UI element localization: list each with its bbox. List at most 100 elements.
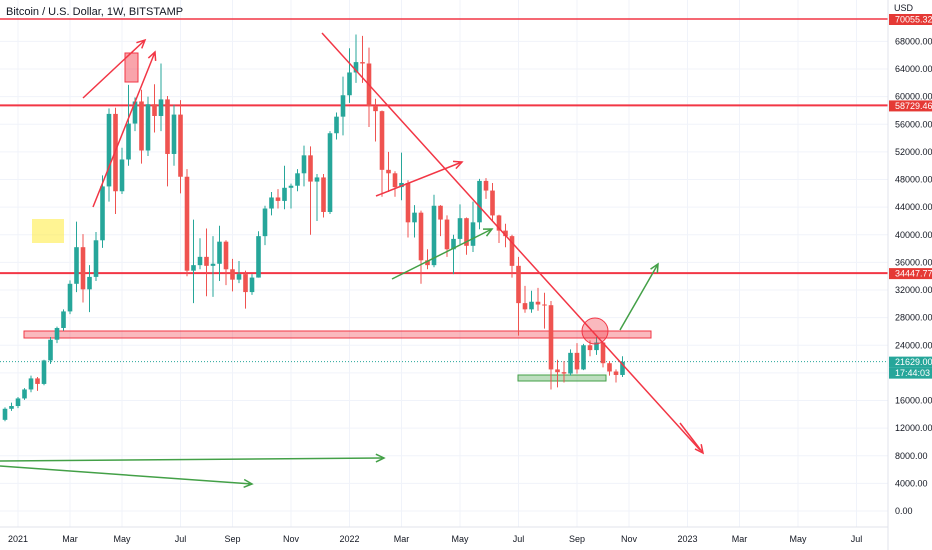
candle-body xyxy=(197,256,203,266)
time-tick-label: May xyxy=(113,534,131,544)
candle-body xyxy=(548,305,554,370)
green-arrow-breakout-head xyxy=(650,262,659,274)
candle-body xyxy=(165,99,170,154)
candle-body xyxy=(321,177,326,212)
candle-body xyxy=(87,276,92,290)
price-tick-label: 56000.00 xyxy=(895,119,932,129)
candle-body xyxy=(256,236,261,278)
candle-body xyxy=(392,173,398,188)
candle-body xyxy=(620,361,625,375)
price-tag xyxy=(889,268,932,280)
candle-body xyxy=(126,123,131,160)
price-tag-label: 21629.00 xyxy=(895,357,932,367)
candle-body xyxy=(152,104,157,116)
green-arrow-long-head xyxy=(375,453,386,463)
candle-body xyxy=(334,116,339,134)
candle-body xyxy=(243,274,248,293)
candle-body xyxy=(438,205,443,220)
price-tick-label: 0.00 xyxy=(895,506,913,516)
green-arrow-short xyxy=(0,465,253,485)
price-tick-label: 28000.00 xyxy=(895,313,932,323)
candle-body xyxy=(373,106,378,112)
candle-body xyxy=(360,62,365,64)
candle-body xyxy=(340,95,346,117)
candle-body xyxy=(41,360,47,384)
candle-body xyxy=(2,408,8,420)
candle-body xyxy=(431,205,437,266)
candle-body xyxy=(22,389,27,399)
candle-body xyxy=(607,363,612,372)
time-tick-label: Mar xyxy=(62,534,78,544)
candle-body xyxy=(561,372,567,374)
candle-body xyxy=(54,327,60,340)
candle-body xyxy=(100,186,105,241)
candle-body xyxy=(301,155,307,174)
grid xyxy=(0,0,888,527)
price-tag-label: 58729.46 xyxy=(895,101,932,111)
time-tick-label: Mar xyxy=(732,534,748,544)
candle-body xyxy=(457,218,463,239)
candle-body xyxy=(178,114,183,177)
candle-body xyxy=(587,345,593,351)
green-arrow-channel xyxy=(391,228,493,280)
time-tick-label: 2022 xyxy=(339,534,359,544)
candle-body xyxy=(516,265,521,304)
candle-body xyxy=(412,212,417,223)
price-tick-label: 64000.00 xyxy=(895,64,932,74)
candle-body xyxy=(496,215,502,231)
price-tick-label: 44000.00 xyxy=(895,202,932,212)
price-tag-label: 34447.77 xyxy=(895,269,932,279)
candle-body xyxy=(171,114,177,154)
candle-body xyxy=(444,219,450,250)
candle-body xyxy=(93,240,99,277)
price-tick-label: 32000.00 xyxy=(895,285,932,295)
candle-body xyxy=(106,113,112,187)
candle-body xyxy=(269,197,274,209)
breakout-circle xyxy=(581,317,609,345)
candle-body xyxy=(139,101,144,151)
time-tick-label: Sep xyxy=(569,534,585,544)
candle-body xyxy=(542,304,547,306)
time-tick-label: Nov xyxy=(621,534,638,544)
drawings xyxy=(0,32,705,489)
green-zone xyxy=(517,374,607,382)
green-arrow-long xyxy=(0,457,385,462)
candle-body xyxy=(425,260,430,266)
time-tick-label: 2021 xyxy=(8,534,28,544)
red-arrow-lower-head xyxy=(147,50,157,62)
red-arrow-channel xyxy=(375,161,463,197)
candle-body xyxy=(418,212,424,261)
time-tick-label: Nov xyxy=(283,534,300,544)
candle-body xyxy=(28,378,34,390)
candle-body xyxy=(191,265,196,271)
chart-title: Bitcoin / U.S. Dollar, 1W, BITSTAMP xyxy=(6,6,184,18)
time-axis: 2021 Mar May Jul Sep Nov 2022 Mar May Jul Sep Nov 20… xyxy=(0,526,888,544)
candle-body xyxy=(509,236,515,266)
red-arrow-lower xyxy=(92,51,156,208)
support-zone xyxy=(23,330,652,339)
candle-body xyxy=(503,230,508,237)
price-tag-label: 70055.32 xyxy=(895,15,932,25)
candle-body xyxy=(119,159,125,192)
candle-body xyxy=(288,185,294,188)
time-tick-label: May xyxy=(789,534,807,544)
price-tag xyxy=(889,356,932,368)
candle-body xyxy=(314,177,320,182)
downtrend-line xyxy=(321,32,701,451)
price-tick-label: 36000.00 xyxy=(895,257,932,267)
price-tag xyxy=(889,100,932,112)
candle-body xyxy=(555,369,560,373)
candle-body xyxy=(535,301,541,305)
red-arrow-channel-head xyxy=(452,160,464,170)
currency-label: USD xyxy=(894,3,914,13)
candle-body xyxy=(327,133,333,212)
price-tick-label: 12000.00 xyxy=(895,423,932,433)
candle-body xyxy=(262,208,268,237)
price-tick-label: 24000.00 xyxy=(895,340,932,350)
candle-body xyxy=(74,247,79,284)
candle-body xyxy=(477,180,482,223)
candle-body xyxy=(275,197,281,201)
candle-body xyxy=(132,101,138,124)
